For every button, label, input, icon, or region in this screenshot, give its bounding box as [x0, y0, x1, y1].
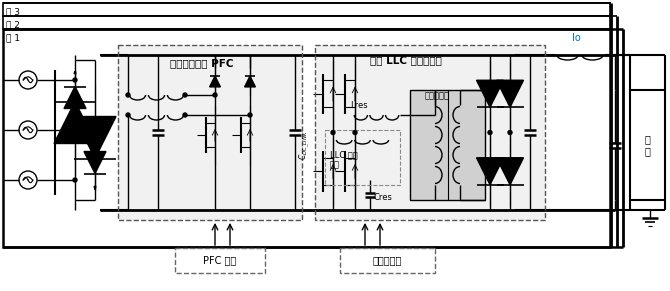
Circle shape [183, 93, 187, 97]
Bar [630, 90, 665, 200]
Bar [3, 3, 610, 16]
Bar [340, 248, 435, 273]
Text: 传统的交错式 PFC: 传统的交错式 PFC [170, 58, 234, 68]
Bar [325, 130, 400, 185]
Text: $C_{DC\_LINK}$: $C_{DC\_LINK}$ [298, 130, 312, 160]
Polygon shape [54, 102, 96, 143]
Bar [175, 248, 265, 273]
Bar [118, 45, 302, 220]
Polygon shape [74, 72, 76, 74]
Text: 初级侧门控: 初级侧门控 [373, 255, 402, 265]
Circle shape [213, 93, 217, 97]
Text: 相 1: 相 1 [6, 33, 20, 42]
Circle shape [488, 130, 492, 134]
Circle shape [353, 130, 357, 134]
Text: PFC 控制: PFC 控制 [204, 255, 237, 265]
Text: 隔离变压器: 隔离变压器 [425, 91, 450, 100]
Circle shape [73, 178, 77, 182]
Circle shape [126, 113, 130, 117]
Text: Io: Io [572, 33, 581, 43]
Bar [410, 90, 485, 200]
Circle shape [126, 93, 130, 97]
Polygon shape [476, 80, 503, 107]
Text: Lres: Lres [350, 101, 368, 110]
Text: 单向 LLC 全桥转换器: 单向 LLC 全桥转换器 [370, 55, 442, 65]
Polygon shape [64, 86, 86, 109]
Circle shape [508, 130, 512, 134]
Bar [3, 29, 610, 247]
Polygon shape [84, 152, 106, 173]
Circle shape [331, 130, 335, 134]
Polygon shape [496, 80, 523, 107]
Circle shape [183, 113, 187, 117]
Polygon shape [476, 158, 503, 185]
Circle shape [73, 128, 77, 132]
Text: 电
池: 电 池 [645, 134, 651, 156]
Polygon shape [74, 116, 116, 159]
Circle shape [73, 78, 77, 82]
Polygon shape [94, 187, 96, 189]
Bar [3, 16, 610, 29]
Polygon shape [496, 158, 523, 185]
Bar [118, 45, 302, 220]
Text: 相 3: 相 3 [6, 8, 20, 17]
Polygon shape [210, 76, 220, 87]
Polygon shape [245, 76, 255, 87]
Bar [315, 45, 545, 220]
Text: 相 2: 相 2 [6, 20, 20, 29]
Text: Cres: Cres [374, 193, 393, 202]
Bar [315, 45, 545, 220]
Circle shape [248, 113, 252, 117]
Text: LLC 储能
电路: LLC 储能 电路 [330, 150, 358, 169]
